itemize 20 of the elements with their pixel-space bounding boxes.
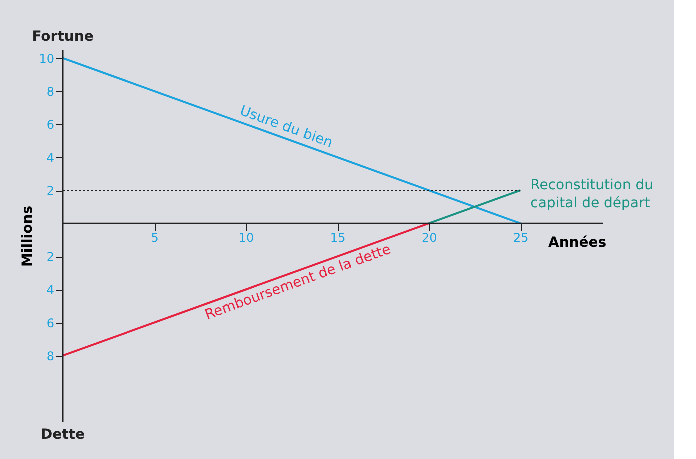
y-tick-label: 8 bbox=[46, 349, 54, 364]
x-tick-label: 10 bbox=[238, 231, 254, 246]
annotation: Reconstitution du capital de départ bbox=[530, 178, 654, 212]
x-tick-label: 15 bbox=[330, 231, 346, 246]
y-tick-label: 10 bbox=[39, 52, 54, 66]
text: Fortune bbox=[32, 29, 94, 45]
x-tick-label: 20 bbox=[422, 231, 438, 246]
y-tick-label: 4 bbox=[46, 150, 54, 165]
y-tick-label: 4 bbox=[46, 283, 54, 298]
y-tick-label: 6 bbox=[46, 118, 54, 132]
x-tick-label: 25 bbox=[513, 231, 529, 246]
y-tick-label: 2 bbox=[46, 250, 54, 264]
text: Usure du bien bbox=[238, 103, 335, 152]
x-tick-label: 5 bbox=[151, 231, 159, 246]
y-tick-label: 8 bbox=[46, 84, 54, 99]
y-tick-label: 2 bbox=[46, 184, 54, 198]
x-axis-title: Années bbox=[548, 235, 607, 252]
y-tick-label: 6 bbox=[46, 316, 54, 330]
text: Dette bbox=[41, 427, 85, 443]
y-axis-title: Millions bbox=[20, 206, 36, 268]
